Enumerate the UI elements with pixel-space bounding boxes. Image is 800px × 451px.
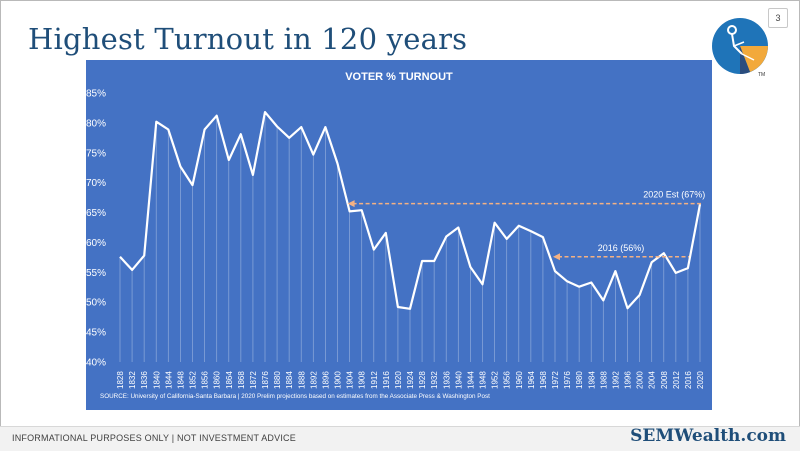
x-tick-label: 1868	[237, 371, 246, 389]
x-tick-label: 1936	[442, 371, 451, 389]
x-tick-label: 1924	[406, 371, 415, 389]
x-tick-label: 1908	[358, 371, 367, 389]
x-tick-label: 1988	[599, 371, 608, 389]
y-axis: 40% 45% 50% 55% 60% 65% 70% 75% 80% 85%	[86, 89, 106, 369]
x-tick-label: 1880	[273, 371, 282, 389]
x-tick-label: 1832	[128, 371, 137, 389]
chart-source: SOURCE: University of California-Santa B…	[100, 393, 490, 400]
x-tick-label: 2012	[672, 371, 681, 389]
disclaimer: INFORMATIONAL PURPOSES ONLY | NOT INVEST…	[12, 433, 296, 443]
x-axis: 1828 1832 1836 1840 1844 1848 1852 1856 1860 1864…	[116, 371, 705, 389]
x-tick-label: 1952	[491, 371, 500, 389]
x-tick-label: 1844	[164, 371, 173, 389]
x-tick-label: 1872	[249, 371, 258, 389]
annotation-arrowhead	[347, 200, 355, 208]
x-tick-label: 1928	[418, 371, 427, 389]
chart-title: VOTER % TURNOUT	[345, 71, 453, 83]
x-tick-label: 1852	[189, 371, 198, 389]
x-tick-label: 1840	[152, 371, 161, 389]
x-tick-label: 1884	[285, 371, 294, 389]
x-tick-label: 1940	[454, 371, 463, 389]
x-tick-label: 1956	[503, 371, 512, 389]
x-tick-label: 1848	[176, 371, 185, 389]
x-tick-label: 2004	[648, 371, 657, 389]
x-tick-label: 1864	[225, 371, 234, 389]
annotation-label: 2020 Est (67%)	[643, 190, 705, 200]
x-tick-label: 1964	[527, 371, 536, 389]
y-tick-label: 55%	[86, 268, 106, 279]
x-tick-label: 2016	[684, 371, 693, 389]
slide-title: Highest Turnout in 120 years	[28, 22, 468, 56]
y-tick-label: 70%	[86, 178, 106, 189]
x-tick-label: 1984	[587, 371, 596, 389]
voter-turnout-chart: VOTER % TURNOUT 40% 45% 50% 55% 60% 65% 70% 75%…	[86, 71, 705, 400]
x-tick-label: 1896	[321, 371, 330, 389]
chart-panel: VOTER % TURNOUT 40% 45% 50% 55% 60% 65% 70% 75%…	[86, 60, 712, 410]
x-tick-label: 1876	[261, 371, 270, 389]
x-tick-label: 1992	[611, 371, 620, 389]
series-line-turnout	[119, 111, 702, 310]
x-tick-label: 1888	[297, 371, 306, 389]
x-tick-label: 1996	[624, 371, 633, 389]
y-tick-label: 85%	[86, 89, 106, 100]
footer-bar	[0, 426, 800, 451]
y-tick-label: 60%	[86, 238, 106, 249]
x-tick-label: 1932	[430, 371, 439, 389]
annotation-arrowhead	[553, 253, 560, 261]
x-tick-label: 1900	[334, 371, 343, 389]
x-tick-label: 1828	[116, 371, 125, 389]
drop-lines	[119, 112, 701, 362]
page-number: 3	[768, 8, 788, 28]
x-tick-label: 1920	[394, 371, 403, 389]
y-tick-label: 50%	[86, 298, 106, 309]
x-tick-label: 1972	[551, 371, 560, 389]
x-tick-label: 1944	[466, 371, 475, 389]
x-tick-label: 1892	[309, 371, 318, 389]
x-tick-label: 1856	[201, 371, 210, 389]
x-tick-label: 2000	[636, 371, 645, 389]
logo-tm: TM	[758, 72, 765, 76]
y-tick-label: 65%	[86, 208, 106, 219]
x-tick-label: 1960	[515, 371, 524, 389]
x-tick-label: 1916	[382, 371, 391, 389]
y-tick-label: 75%	[86, 148, 106, 159]
x-tick-label: 1948	[479, 371, 488, 389]
x-tick-label: 1976	[563, 371, 572, 389]
annotation-label: 2016 (56%)	[598, 243, 645, 253]
x-tick-label: 1968	[539, 371, 548, 389]
x-tick-label: 1860	[213, 371, 222, 389]
x-tick-label: 1980	[575, 371, 584, 389]
annotations: 2020 Est (67%) 2016 (56%)	[347, 190, 705, 261]
logo-icon: TM	[712, 18, 768, 76]
brand-name: SEMWealth.com	[630, 426, 786, 446]
x-tick-label: 1912	[370, 371, 379, 389]
y-tick-label: 80%	[86, 118, 106, 129]
y-tick-label: 45%	[86, 328, 106, 339]
x-tick-label: 1836	[140, 371, 149, 389]
x-tick-label: 2008	[660, 371, 669, 389]
x-tick-label: 1904	[346, 371, 355, 389]
x-tick-label: 2020	[696, 371, 705, 389]
y-tick-label: 40%	[86, 358, 106, 369]
